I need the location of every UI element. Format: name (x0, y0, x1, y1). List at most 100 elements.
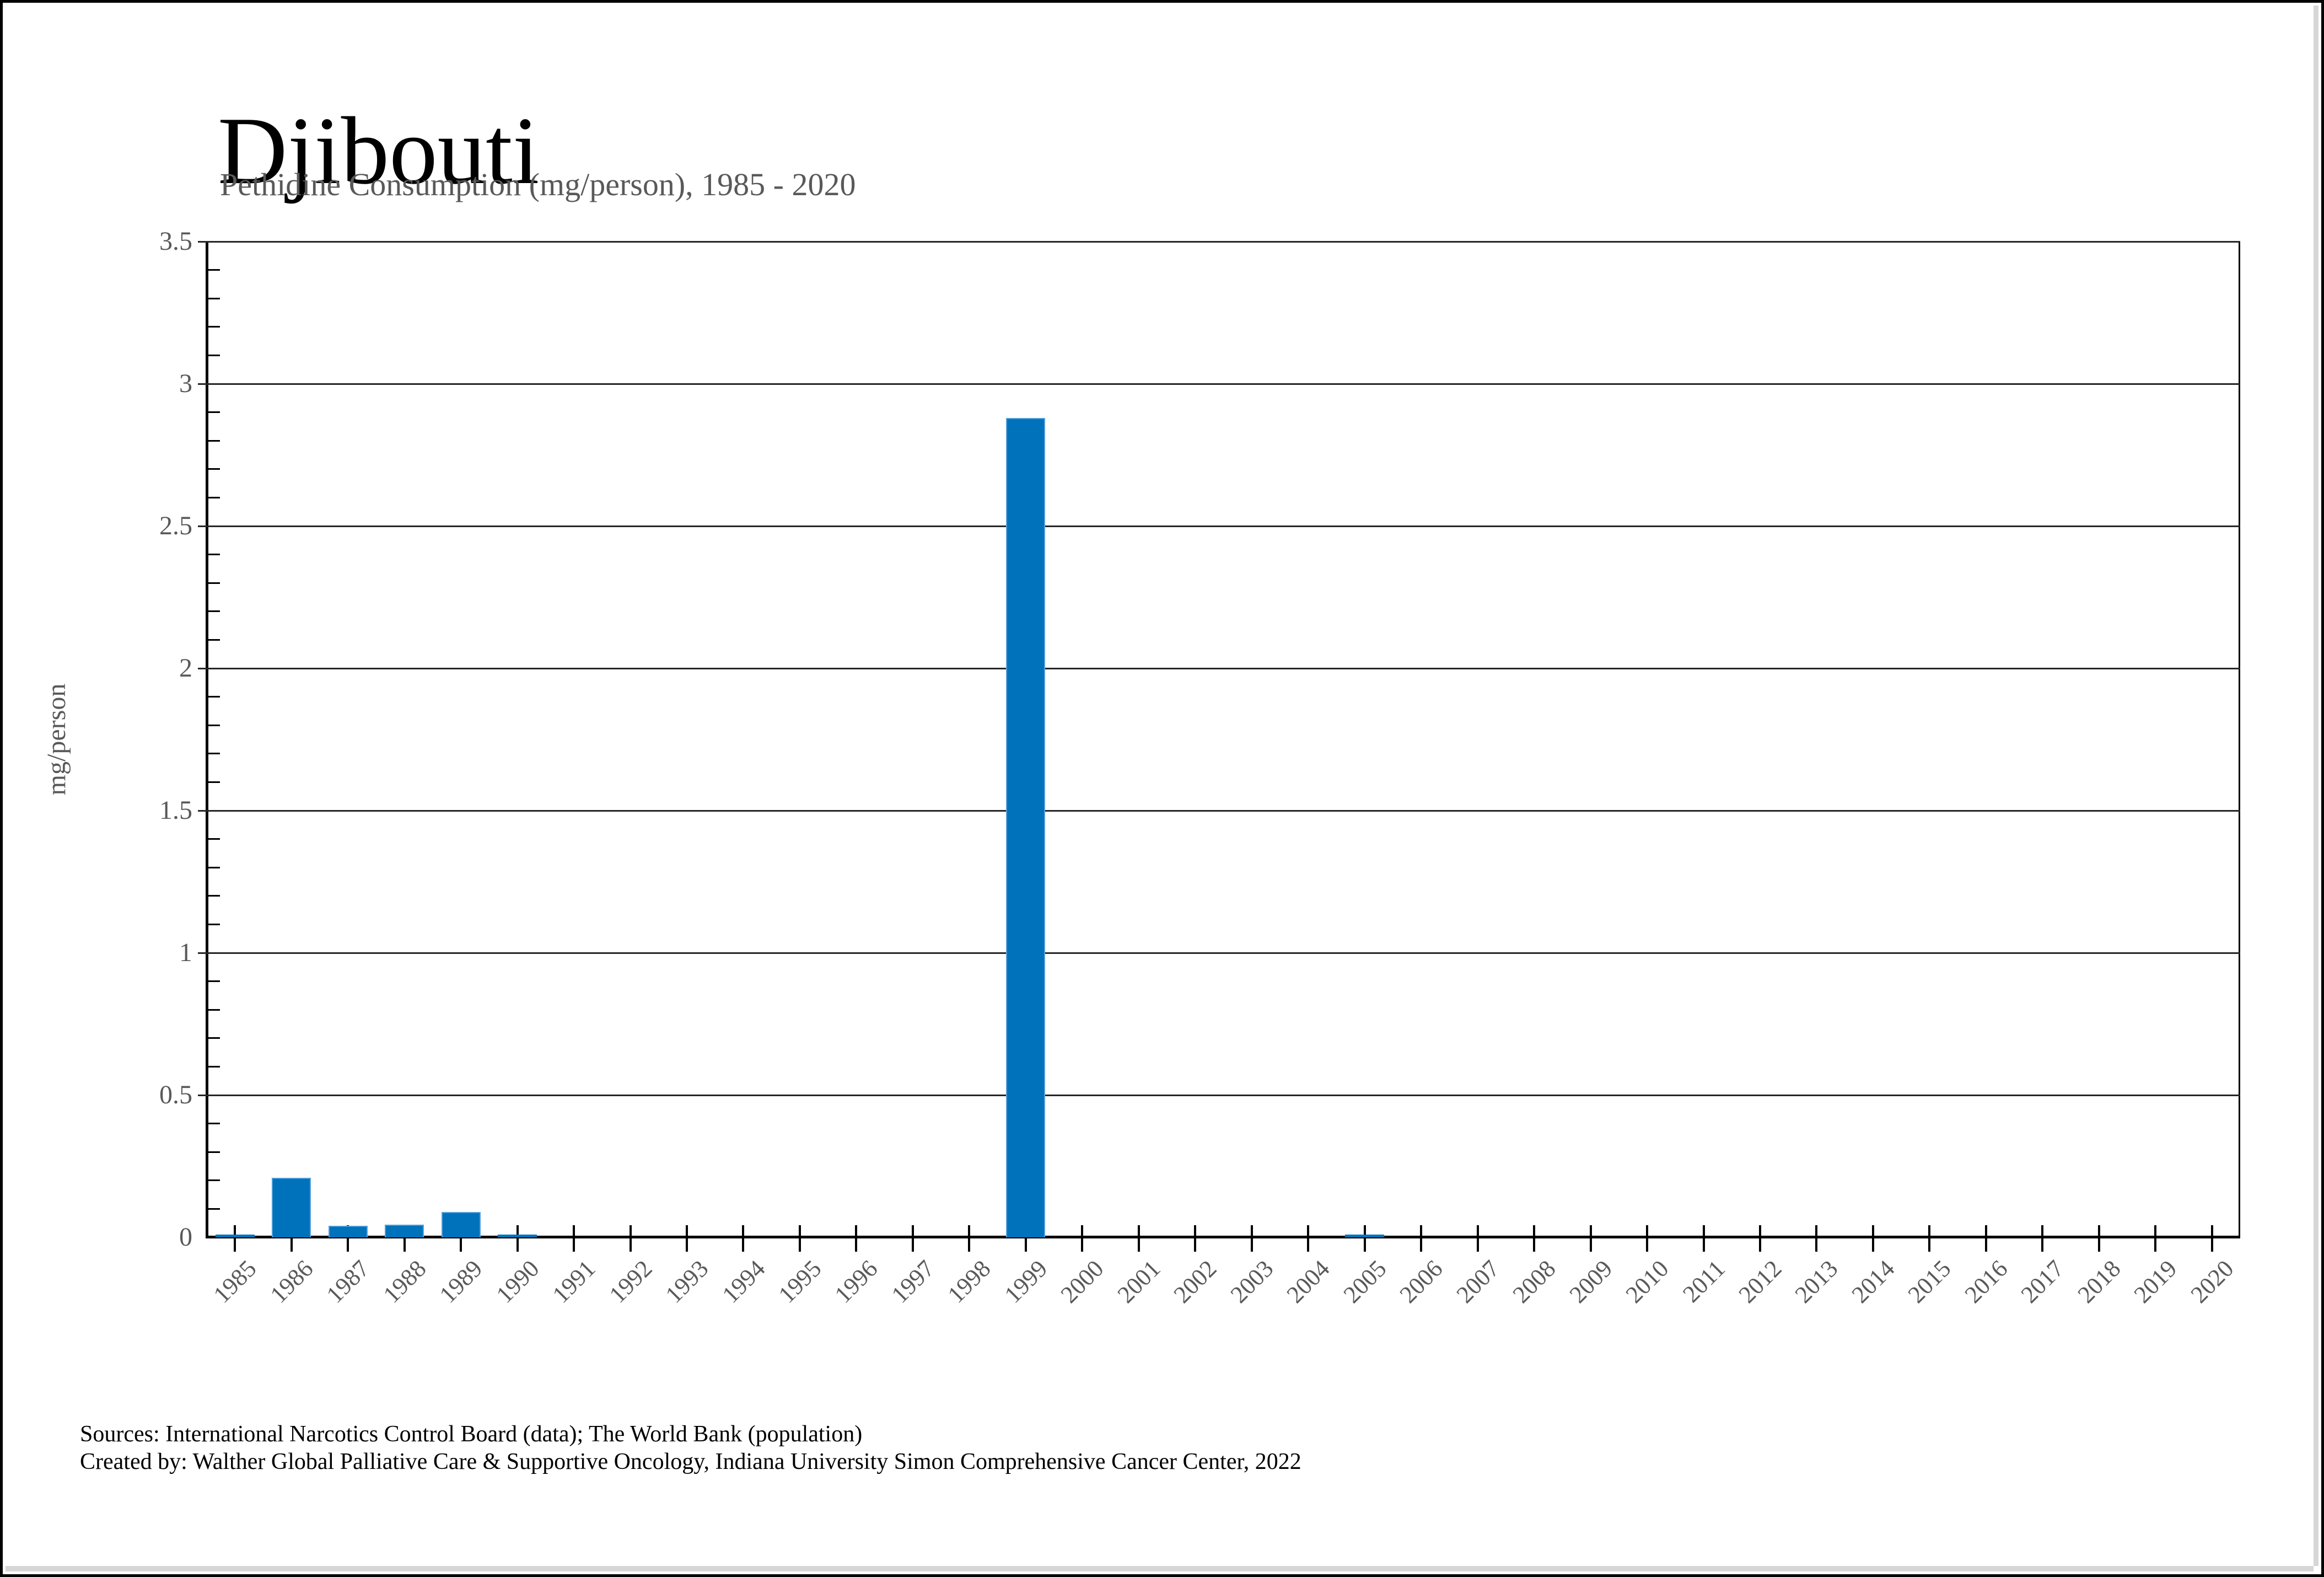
x-tick-2016 (1984, 1225, 1987, 1252)
x-tick-label-2000: 2000 (1055, 1254, 1109, 1308)
x-tick-label-1988: 1988 (378, 1254, 432, 1308)
y-minor-tick (207, 1065, 220, 1068)
x-tick-label-2013: 2013 (1790, 1254, 1843, 1308)
x-tick-2001 (1137, 1225, 1140, 1252)
y-gridline-1 (198, 952, 2240, 954)
y-minor-tick (207, 980, 220, 983)
x-tick-label-1993: 1993 (660, 1254, 714, 1308)
x-tick-2000 (1081, 1225, 1084, 1252)
x-tick-label-2004: 2004 (1281, 1254, 1335, 1308)
x-tick-2004 (1307, 1225, 1310, 1252)
x-tick-label-1997: 1997 (886, 1254, 940, 1308)
y-minor-tick (207, 923, 220, 925)
right-edge-strip (2314, 6, 2318, 1566)
bar-1989 (442, 1212, 481, 1237)
x-tick-label-2020: 2020 (2185, 1254, 2239, 1308)
bar-1999 (1006, 418, 1045, 1237)
y-tick-label-1.5: 1.5 (159, 796, 192, 825)
x-tick-1996 (855, 1225, 858, 1252)
x-tick-label-2007: 2007 (1451, 1254, 1505, 1308)
y-gridline-3.5 (198, 240, 2240, 243)
y-minor-tick (207, 866, 220, 868)
bar-1987 (329, 1226, 368, 1237)
x-tick-1998 (968, 1225, 971, 1252)
bar-2005 (1345, 1235, 1384, 1237)
x-tick-1989 (460, 1225, 462, 1252)
x-tick-1987 (347, 1225, 349, 1252)
x-tick-1994 (742, 1225, 745, 1252)
x-tick-label-2017: 2017 (2016, 1254, 2069, 1308)
y-minor-tick (207, 724, 220, 726)
x-tick-label-1991: 1991 (547, 1254, 601, 1308)
x-tick-2014 (1871, 1225, 1874, 1252)
x-tick-label-2010: 2010 (1620, 1254, 1674, 1308)
x-tick-label-2006: 2006 (1394, 1254, 1448, 1308)
x-axis-line (206, 1236, 2240, 1238)
x-tick-1991 (573, 1225, 575, 1252)
y-minor-tick (207, 468, 220, 470)
x-tick-label-1996: 1996 (830, 1254, 883, 1308)
x-tick-label-2016: 2016 (1959, 1254, 2013, 1308)
x-tick-label-2005: 2005 (1338, 1254, 1392, 1308)
y-minor-tick (207, 696, 220, 698)
x-tick-label-1986: 1986 (265, 1254, 319, 1308)
x-tick-label-2002: 2002 (1168, 1254, 1222, 1308)
x-tick-2006 (1420, 1225, 1423, 1252)
y-tick-label-1: 1 (179, 938, 192, 967)
x-tick-label-1987: 1987 (321, 1254, 375, 1308)
x-tick-1997 (911, 1225, 914, 1252)
x-tick-label-1990: 1990 (491, 1254, 545, 1308)
x-tick-label-2001: 2001 (1112, 1254, 1166, 1308)
y-minor-tick (207, 1179, 220, 1182)
y-minor-tick (207, 838, 220, 840)
x-tick-label-1995: 1995 (773, 1254, 827, 1308)
x-tick-2009 (1589, 1225, 1592, 1252)
y-tick-label-2: 2 (179, 653, 192, 683)
bottom-edge-strip (6, 1566, 2314, 1571)
plot-right-border (2239, 242, 2240, 1237)
y-minor-tick (207, 582, 220, 584)
y-minor-tick (207, 496, 220, 498)
x-tick-2010 (1646, 1225, 1649, 1252)
x-tick-2003 (1250, 1225, 1253, 1252)
bar-1985 (216, 1235, 255, 1237)
x-tick-label-2009: 2009 (1564, 1254, 1618, 1308)
y-gridline-2 (198, 667, 2240, 669)
y-minor-tick (207, 1009, 220, 1011)
y-minor-tick (207, 269, 220, 271)
y-tick-label-3: 3 (179, 369, 192, 398)
y-minor-tick (207, 1151, 220, 1153)
bar-1990 (498, 1235, 537, 1237)
x-tick-2020 (2210, 1225, 2213, 1252)
x-tick-1990 (516, 1225, 519, 1252)
y-axis-line (206, 242, 208, 1238)
x-tick-2017 (2041, 1225, 2044, 1252)
x-tick-label-2012: 2012 (1733, 1254, 1787, 1308)
y-tick-label-2.5: 2.5 (159, 511, 192, 540)
y-minor-tick (207, 610, 220, 613)
x-tick-label-2008: 2008 (1507, 1254, 1561, 1308)
y-minor-tick (207, 297, 220, 299)
y-minor-tick (207, 1123, 220, 1125)
x-tick-label-1989: 1989 (434, 1254, 488, 1308)
y-tick-label-3.5: 3.5 (159, 227, 192, 256)
bar-1988 (385, 1225, 424, 1237)
x-tick-label-2003: 2003 (1225, 1254, 1279, 1308)
x-tick-2011 (1702, 1225, 1705, 1252)
y-minor-tick (207, 895, 220, 897)
chart-title: Djibouti (218, 97, 540, 205)
x-tick-1988 (403, 1225, 406, 1252)
x-tick-2015 (1928, 1225, 1931, 1252)
y-minor-tick (207, 439, 220, 442)
bar-1986 (272, 1178, 311, 1237)
y-tick-label-0: 0 (179, 1222, 192, 1252)
y-minor-tick (207, 753, 220, 755)
y-minor-tick (207, 326, 220, 328)
footer-sources: Sources: International Narcotics Control… (80, 1422, 863, 1447)
x-tick-2007 (1476, 1225, 1479, 1252)
x-tick-1993 (686, 1225, 688, 1252)
x-tick-1986 (290, 1225, 293, 1252)
x-tick-2019 (2154, 1225, 2157, 1252)
x-tick-label-2015: 2015 (1903, 1254, 1956, 1308)
y-minor-tick (207, 354, 220, 356)
